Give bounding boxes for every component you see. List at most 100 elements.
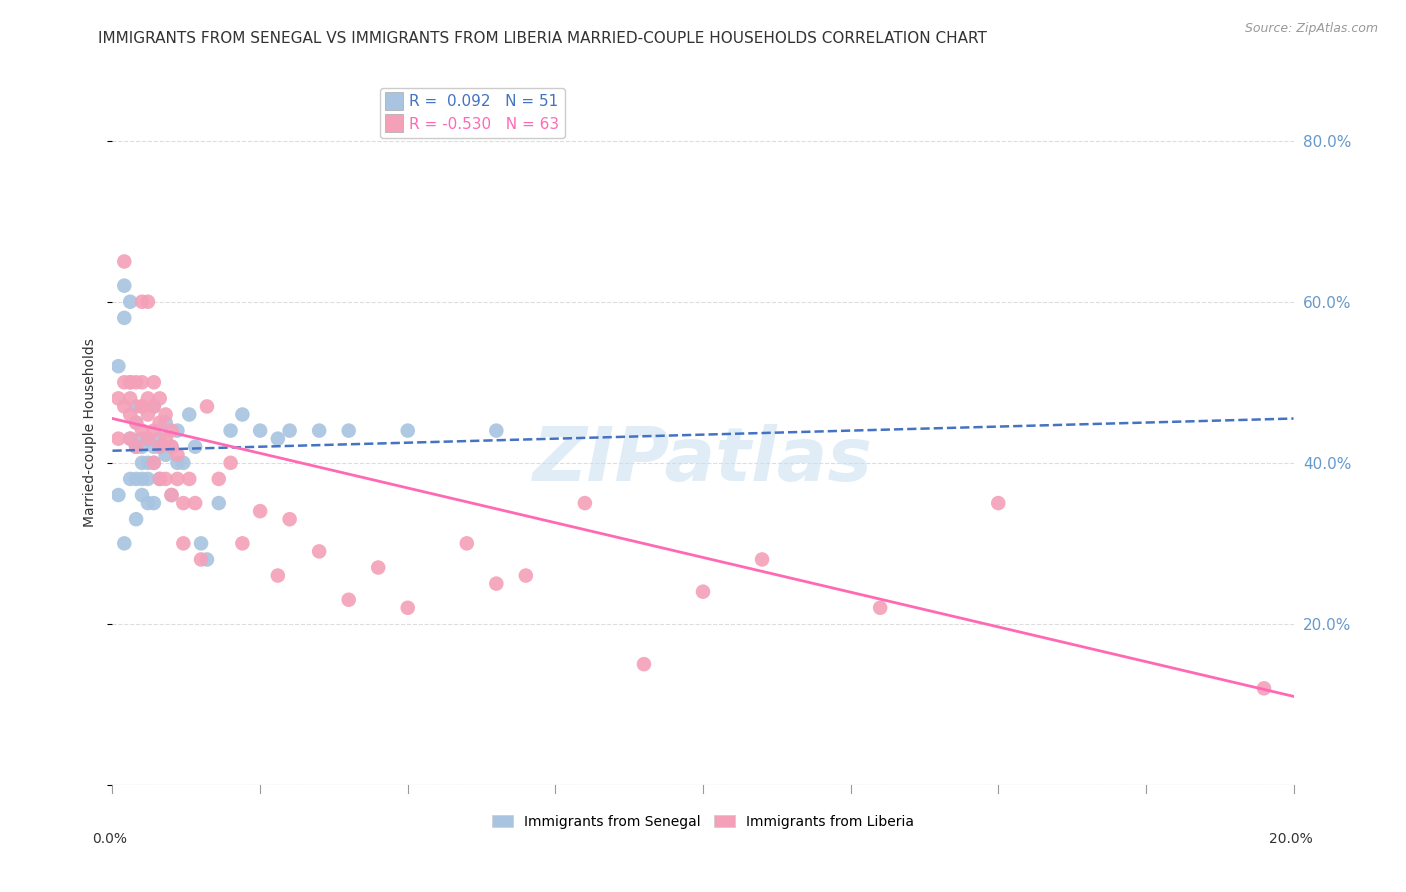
Point <box>155 432 177 446</box>
Point <box>125 512 148 526</box>
Point <box>195 552 218 566</box>
Point <box>869 600 891 615</box>
Point <box>136 432 159 446</box>
Point <box>125 400 148 414</box>
Point <box>142 400 165 414</box>
Point <box>149 392 172 406</box>
Point <box>142 440 165 454</box>
Point <box>278 424 301 438</box>
Point <box>112 278 135 293</box>
Point <box>155 416 177 430</box>
Point <box>120 432 142 446</box>
Point <box>131 376 153 390</box>
Point <box>396 600 419 615</box>
Point <box>120 392 142 406</box>
Point <box>120 376 142 390</box>
Point <box>574 496 596 510</box>
Point <box>149 416 172 430</box>
Point <box>136 472 159 486</box>
Point <box>120 294 142 309</box>
Point <box>120 472 142 486</box>
Point <box>337 592 360 607</box>
Point <box>136 408 159 422</box>
Point <box>142 456 165 470</box>
Point <box>120 376 142 390</box>
Point <box>142 496 165 510</box>
Point <box>131 424 153 438</box>
Point <box>190 536 212 550</box>
Point <box>136 456 159 470</box>
Point <box>112 376 135 390</box>
Point <box>112 254 135 268</box>
Point <box>136 432 159 446</box>
Point <box>149 472 172 486</box>
Point <box>184 496 207 510</box>
Text: ZIPatlas: ZIPatlas <box>533 425 873 498</box>
Point <box>337 424 360 438</box>
Point <box>149 440 172 454</box>
Point <box>195 400 218 414</box>
Point <box>633 657 655 672</box>
Point <box>131 400 153 414</box>
Point <box>485 424 508 438</box>
Point <box>149 440 172 454</box>
Point <box>155 408 177 422</box>
Point <box>172 496 194 510</box>
Point <box>142 424 165 438</box>
Point <box>136 294 159 309</box>
Point <box>172 456 194 470</box>
Point <box>219 424 242 438</box>
Point <box>125 416 148 430</box>
Point <box>107 359 129 374</box>
Text: 20.0%: 20.0% <box>1268 832 1313 846</box>
Point <box>142 400 165 414</box>
Point <box>179 408 201 422</box>
Point <box>131 432 153 446</box>
Text: IMMIGRANTS FROM SENEGAL VS IMMIGRANTS FROM LIBERIA MARRIED-COUPLE HOUSEHOLDS COR: IMMIGRANTS FROM SENEGAL VS IMMIGRANTS FR… <box>98 31 987 46</box>
Point <box>231 536 253 550</box>
Point <box>184 440 207 454</box>
Point <box>308 424 330 438</box>
Point <box>160 424 183 438</box>
Point <box>308 544 330 558</box>
Point <box>160 440 183 454</box>
Point <box>136 392 159 406</box>
Point <box>131 456 153 470</box>
Point <box>166 456 188 470</box>
Point <box>485 576 508 591</box>
Point <box>120 432 142 446</box>
Point <box>751 552 773 566</box>
Point <box>367 560 389 574</box>
Point <box>208 496 231 510</box>
Point <box>190 552 212 566</box>
Point <box>125 440 148 454</box>
Point <box>249 424 271 438</box>
Point <box>456 536 478 550</box>
Legend: R =  0.092   N = 51, R = -0.530   N = 63: R = 0.092 N = 51, R = -0.530 N = 63 <box>380 88 565 137</box>
Point <box>142 376 165 390</box>
Point <box>149 432 172 446</box>
Point <box>131 440 153 454</box>
Point <box>120 408 142 422</box>
Point <box>125 440 148 454</box>
Point <box>692 584 714 599</box>
Point <box>267 568 290 582</box>
Point <box>107 488 129 502</box>
Point <box>155 448 177 462</box>
Point <box>125 416 148 430</box>
Point <box>515 568 537 582</box>
Point <box>231 408 253 422</box>
Point <box>249 504 271 518</box>
Point <box>125 472 148 486</box>
Point <box>155 472 177 486</box>
Point <box>208 472 231 486</box>
Text: Source: ZipAtlas.com: Source: ZipAtlas.com <box>1244 22 1378 36</box>
Point <box>160 440 183 454</box>
Point <box>987 496 1010 510</box>
Point <box>267 432 290 446</box>
Point <box>107 392 129 406</box>
Point <box>166 472 188 486</box>
Y-axis label: Married-couple Households: Married-couple Households <box>83 338 97 527</box>
Point <box>112 310 135 325</box>
Point <box>149 472 172 486</box>
